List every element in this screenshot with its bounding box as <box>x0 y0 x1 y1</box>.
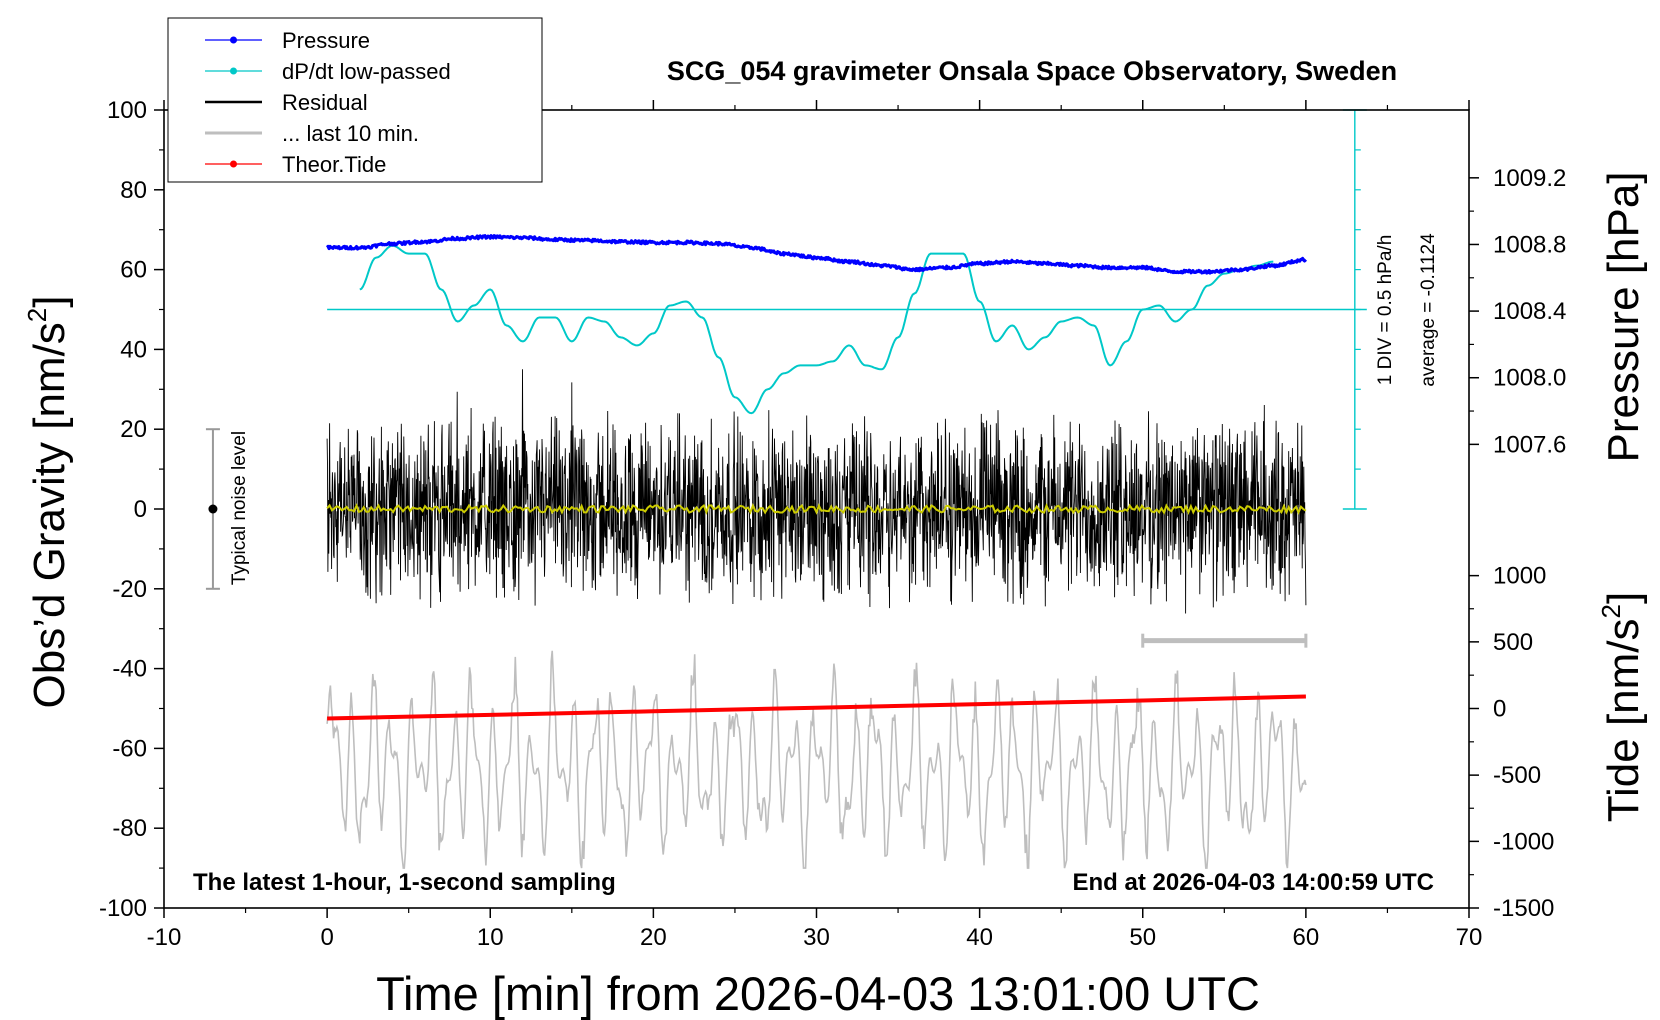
legend-entry-label: Pressure <box>282 28 370 53</box>
pressure-tick-label: 1007.6 <box>1493 431 1566 458</box>
y-axis-label-left-main: Obs’d Gravity [nm/s <box>25 322 74 708</box>
x-tick-label: 50 <box>1129 924 1156 951</box>
residual-line <box>326 369 1307 614</box>
tide-tick-label: -500 <box>1493 762 1541 789</box>
noise-level-label: Typical noise level <box>229 431 250 585</box>
y-tick-label: -80 <box>112 815 147 842</box>
tide-tick-label: 500 <box>1493 629 1533 656</box>
legend-entry-label: Theor.Tide <box>282 152 386 177</box>
y-tick-label: -20 <box>112 576 147 603</box>
tide-tick-label: -1000 <box>1493 828 1554 855</box>
annotation-sampling: The latest 1-hour, 1-second sampling <box>193 869 616 896</box>
axes: -10 0 10 20 30 40 50 60 70-100-80-60-40-20020406… <box>99 97 1566 951</box>
pressure-line <box>325 234 1308 275</box>
legend-entry-label: dP/dt low-passed <box>282 59 451 84</box>
legend-swatch-marker <box>230 36 237 44</box>
legend-entry-label: ... last 10 min. <box>282 121 419 146</box>
pressure-tick-label: 1008.4 <box>1493 298 1566 325</box>
y-tick-label: 80 <box>120 177 147 204</box>
y-axis-label-right-tide: Tide [nm/s2] <box>1596 592 1648 822</box>
chart-title: SCG_054 gravimeter Onsala Space Observat… <box>667 56 1397 86</box>
pressure-tick-label: 1008.8 <box>1493 231 1566 258</box>
y-tick-label: -60 <box>112 735 147 762</box>
x-tick-label: 40 <box>966 924 993 951</box>
y-axis-label-left-sup: 2 <box>22 308 52 322</box>
x-tick-label: 10 <box>477 924 504 951</box>
y-tick-label: 40 <box>120 336 147 363</box>
residual-series <box>326 369 1307 614</box>
legend-entries: Pressure dP/dt low-passed Residual ... last… <box>205 28 451 177</box>
y-axis-label-left-tail: ] <box>25 295 74 307</box>
annotation-end-time: End at 2026-04-03 14:00:59 UTC <box>1073 869 1435 896</box>
tide-tick-label: 1000 <box>1493 563 1546 590</box>
tide-tick-label: 0 <box>1493 696 1506 723</box>
y-axis-label-right-pressure: Pressure [hPa] <box>1599 171 1648 462</box>
legend-swatch-marker <box>230 67 237 75</box>
tide-line <box>327 694 1306 721</box>
noise-bar-point <box>208 504 218 514</box>
pressure-series <box>325 234 1308 275</box>
x-tick-label: 30 <box>803 924 830 951</box>
pressure-tick-label: 1008.0 <box>1493 365 1566 392</box>
legend-entry-label: Residual <box>282 90 368 115</box>
y-tick-label: 100 <box>107 97 147 124</box>
y-tick-label: -40 <box>112 656 147 683</box>
tide-tick-label: -1500 <box>1493 895 1554 922</box>
dpdt-average-label: average = -0.1124 <box>1418 233 1439 387</box>
x-tick-label: 0 <box>320 924 333 951</box>
y-tick-label: 20 <box>120 416 147 443</box>
last-10-min-line <box>326 650 1307 869</box>
dpdt-scale-label: 1 DIV = 0.5 hPa/h <box>1375 235 1396 386</box>
residual-smoothed-line <box>326 502 1307 516</box>
dpdt-line <box>359 244 1274 415</box>
theor-tide-series <box>327 694 1306 721</box>
legend: Pressure dP/dt low-passed Residual ... last… <box>167 17 543 183</box>
annotation-marks <box>205 428 1308 648</box>
y-tick-label: -100 <box>99 895 147 922</box>
x-axis-label: Time [min] from 2026-04-03 13:01:00 UTC <box>376 967 1260 1020</box>
x-tick-label: 20 <box>640 924 667 951</box>
x-tick-label: 60 <box>1293 924 1320 951</box>
y-axis-label-right-tide-main: Tide [nm/s <box>1599 618 1648 822</box>
legend-box <box>167 17 543 183</box>
x-tick-label: 70 <box>1456 924 1483 951</box>
x-tick-label: -10 <box>147 924 182 951</box>
dpdt-series <box>327 109 1367 510</box>
y-axis-label-right-tide-tail: ] <box>1599 592 1648 604</box>
y-tick-label: 60 <box>120 257 147 284</box>
last-10-min-series <box>326 650 1307 869</box>
pressure-tick-label: 1009.2 <box>1493 165 1566 192</box>
legend-swatch-marker <box>230 160 237 168</box>
y-tick-label: 0 <box>134 496 147 523</box>
y-axis-label-right-tide-sup: 2 <box>1596 604 1626 618</box>
y-axis-label-left: Obs’d Gravity [nm/s2] <box>22 295 74 708</box>
